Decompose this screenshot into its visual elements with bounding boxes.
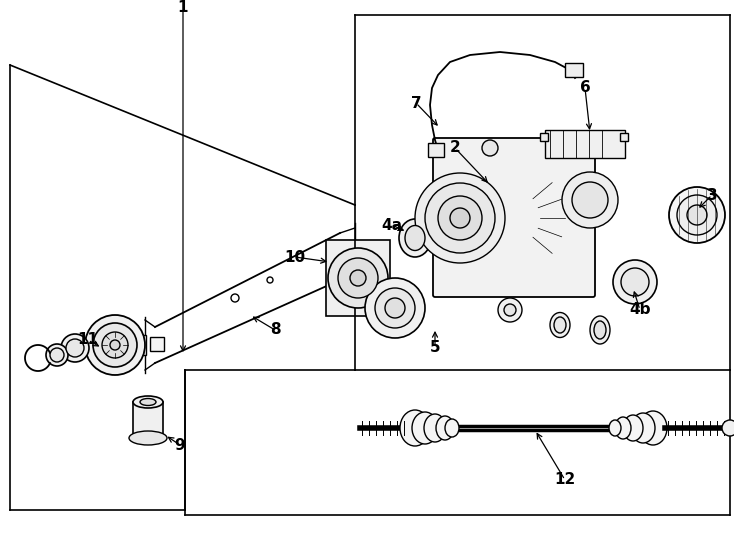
Circle shape xyxy=(61,334,89,362)
Circle shape xyxy=(669,187,725,243)
Circle shape xyxy=(425,183,495,253)
Circle shape xyxy=(572,182,608,218)
Circle shape xyxy=(621,268,649,296)
Bar xyxy=(118,335,146,355)
Circle shape xyxy=(231,294,239,302)
Circle shape xyxy=(365,278,425,338)
Ellipse shape xyxy=(133,396,163,408)
Text: 2: 2 xyxy=(450,140,460,156)
Ellipse shape xyxy=(400,410,430,446)
Circle shape xyxy=(687,205,707,225)
Text: 12: 12 xyxy=(554,472,575,488)
Ellipse shape xyxy=(615,417,631,439)
Circle shape xyxy=(415,173,505,263)
Circle shape xyxy=(613,260,657,304)
FancyBboxPatch shape xyxy=(433,138,595,297)
Bar xyxy=(620,133,628,141)
Text: 4a: 4a xyxy=(382,218,402,233)
Ellipse shape xyxy=(554,317,566,333)
Text: 4b: 4b xyxy=(629,302,651,318)
Circle shape xyxy=(504,304,516,316)
Ellipse shape xyxy=(129,431,167,445)
Text: 1: 1 xyxy=(178,1,188,16)
Text: 11: 11 xyxy=(78,333,98,348)
Ellipse shape xyxy=(133,432,163,444)
Circle shape xyxy=(110,340,120,350)
Circle shape xyxy=(328,248,388,308)
Circle shape xyxy=(66,339,84,357)
Ellipse shape xyxy=(436,416,454,440)
Circle shape xyxy=(482,140,498,156)
Bar xyxy=(326,240,390,316)
Circle shape xyxy=(450,208,470,228)
Circle shape xyxy=(438,196,482,240)
Circle shape xyxy=(85,315,145,375)
Ellipse shape xyxy=(590,316,610,344)
Circle shape xyxy=(562,172,618,228)
Circle shape xyxy=(375,288,415,328)
Text: 6: 6 xyxy=(580,80,590,96)
Ellipse shape xyxy=(412,412,438,444)
Ellipse shape xyxy=(623,415,643,441)
Ellipse shape xyxy=(445,419,459,437)
Ellipse shape xyxy=(609,420,621,436)
Circle shape xyxy=(267,277,273,283)
Circle shape xyxy=(338,258,378,298)
Ellipse shape xyxy=(639,411,667,445)
Circle shape xyxy=(722,420,734,436)
Ellipse shape xyxy=(631,413,655,443)
Text: 10: 10 xyxy=(285,249,305,265)
Text: 5: 5 xyxy=(429,341,440,355)
Bar xyxy=(540,133,548,141)
Text: 7: 7 xyxy=(411,96,421,111)
Bar xyxy=(565,63,583,77)
Text: 3: 3 xyxy=(707,187,717,202)
Bar xyxy=(150,337,164,351)
Bar xyxy=(545,130,625,158)
Ellipse shape xyxy=(399,219,431,257)
Ellipse shape xyxy=(140,399,156,406)
Circle shape xyxy=(350,270,366,286)
Circle shape xyxy=(385,298,405,318)
Circle shape xyxy=(50,348,64,362)
Ellipse shape xyxy=(550,313,570,338)
Circle shape xyxy=(93,323,137,367)
Circle shape xyxy=(498,298,522,322)
Ellipse shape xyxy=(424,414,446,442)
Ellipse shape xyxy=(594,321,606,339)
Ellipse shape xyxy=(405,226,425,251)
Circle shape xyxy=(677,195,717,235)
Bar xyxy=(428,143,444,157)
Text: 8: 8 xyxy=(269,322,280,338)
Circle shape xyxy=(46,344,68,366)
Bar xyxy=(133,402,163,438)
Text: 9: 9 xyxy=(175,437,185,453)
Circle shape xyxy=(102,332,128,358)
